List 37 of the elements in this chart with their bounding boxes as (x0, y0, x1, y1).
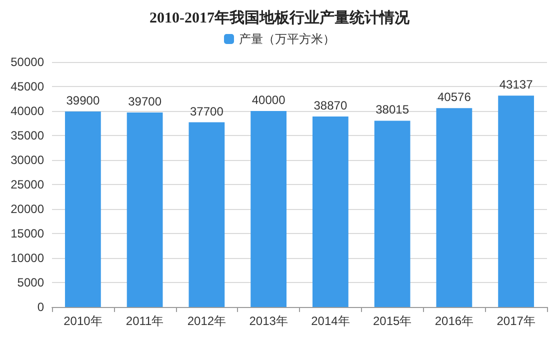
data-label: 43137 (499, 78, 534, 92)
y-tick-label: 15000 (10, 226, 44, 240)
bar (312, 116, 348, 307)
y-tick-label: 5000 (17, 276, 44, 290)
bar (188, 122, 225, 307)
legend-label: 产量（万平方米） (239, 32, 335, 46)
bar (64, 111, 101, 307)
y-tick-label: 10000 (10, 251, 44, 265)
bar (374, 120, 410, 307)
y-tick-label: 45000 (10, 80, 44, 94)
y-tick-label: 40000 (10, 104, 44, 118)
x-tick-label: 2014年 (311, 314, 350, 328)
data-label: 40576 (438, 90, 472, 104)
bar (436, 108, 472, 307)
x-tick-label: 2010年 (64, 314, 102, 328)
bar (250, 111, 287, 307)
x-tick-label: 2017年 (496, 314, 536, 328)
data-label: 40000 (252, 93, 286, 107)
x-tick-label: 2015年 (372, 314, 412, 328)
x-tick-label: 2011年 (126, 314, 164, 328)
y-tick-label: 50000 (10, 55, 44, 69)
y-tick-label: 30000 (10, 153, 44, 167)
data-label: 39700 (128, 94, 162, 108)
chart-title: 2010-2017年我国地板行业产量统计情况 (150, 10, 410, 26)
y-tick-label: 25000 (10, 178, 44, 192)
y-tick-label: 20000 (10, 202, 44, 216)
y-tick-label: 0 (37, 300, 44, 314)
bar (498, 96, 534, 307)
x-tick-label: 2012年 (187, 314, 226, 328)
data-label: 39900 (66, 93, 100, 108)
bar (126, 112, 163, 307)
data-label: 37700 (190, 104, 224, 118)
x-tick-label: 2013年 (249, 314, 288, 328)
data-label: 38870 (314, 98, 348, 113)
data-label: 38015 (376, 102, 410, 117)
y-tick-label: 35000 (10, 128, 44, 142)
x-tick-label: 2016年 (434, 314, 474, 328)
